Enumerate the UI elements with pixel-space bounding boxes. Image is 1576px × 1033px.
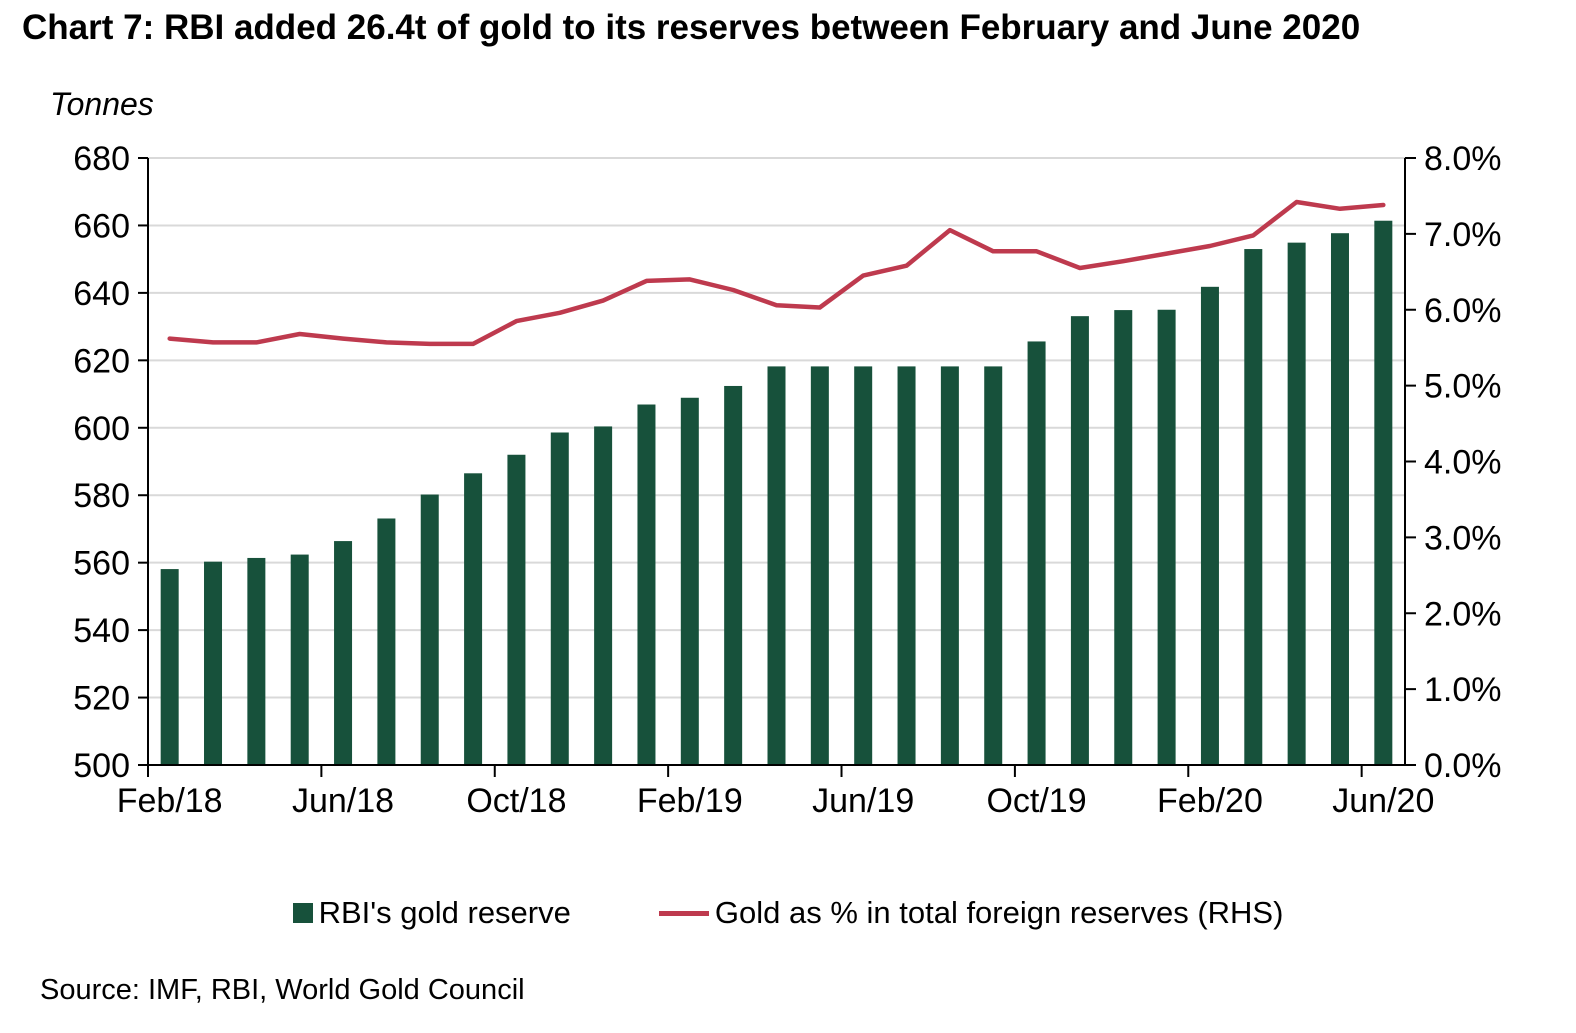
gold-reserve-bar bbox=[1374, 220, 1393, 765]
gold-percent-line bbox=[167, 199, 1386, 347]
gold-reserve-bar bbox=[377, 518, 396, 765]
y-left-tick-label: 640 bbox=[73, 275, 130, 313]
gold-reserve-bar bbox=[637, 404, 656, 765]
gold-reserve-bar bbox=[1070, 316, 1089, 765]
gold-reserve-bar bbox=[1157, 309, 1176, 765]
gold-reserve-bar bbox=[1200, 286, 1219, 765]
chart-title: Chart 7: RBI added 26.4t of gold to its … bbox=[22, 8, 1361, 47]
gold-reserve-bar bbox=[854, 366, 873, 765]
gold-reserve-bar bbox=[550, 432, 569, 765]
gold-reserve-bar bbox=[1287, 242, 1306, 766]
y-right-tick-label: 2.0% bbox=[1424, 595, 1502, 633]
gold-reserve-bar bbox=[160, 569, 179, 765]
legend-label-gold-percent: Gold as % in total foreign reserves (RHS… bbox=[714, 895, 1284, 930]
source-attribution: Source: IMF, RBI, World Gold Council bbox=[40, 974, 525, 1006]
x-tick-label: Oct/19 bbox=[986, 782, 1086, 820]
legend-item-gold-reserve: RBI's gold reserve bbox=[292, 895, 571, 931]
gold-reserve-bar bbox=[897, 366, 916, 765]
gold-reserve-bar bbox=[464, 473, 483, 765]
gold-reserve-bar bbox=[204, 561, 223, 765]
x-tick-label: Jun/19 bbox=[812, 782, 914, 820]
y-right-tick-label: 5.0% bbox=[1424, 368, 1502, 406]
line-series-swatch-icon bbox=[658, 910, 709, 916]
gold-reserve-bar bbox=[680, 397, 699, 765]
y-right-tick-label: 3.0% bbox=[1424, 519, 1502, 557]
gold-reserve-bar bbox=[940, 366, 959, 765]
y-right-tick-label: 1.0% bbox=[1424, 671, 1502, 709]
x-tick-label: Oct/18 bbox=[466, 782, 566, 820]
gold-reserve-bar bbox=[724, 385, 743, 765]
y-right-tick-label: 0.0% bbox=[1424, 747, 1502, 785]
y-right-tick-label: 4.0% bbox=[1424, 444, 1502, 482]
gold-reserve-bar bbox=[984, 366, 1003, 765]
y-right-tick-label: 8.0% bbox=[1424, 140, 1502, 178]
y-left-tick-label: 560 bbox=[73, 545, 130, 583]
y-left-tick-label: 540 bbox=[73, 612, 130, 650]
gold-reserve-bar bbox=[507, 454, 526, 765]
y-left-tick-label: 580 bbox=[73, 477, 130, 515]
gold-reserve-bar bbox=[290, 554, 309, 765]
y-left-tick-label: 520 bbox=[73, 680, 130, 718]
legend-item-gold-percent: Gold as % in total foreign reserves (RHS… bbox=[658, 895, 1284, 931]
x-tick-label: Feb/20 bbox=[1157, 782, 1263, 820]
y-left-tick-label: 600 bbox=[73, 410, 130, 448]
y-left-tick-label: 660 bbox=[73, 207, 130, 245]
x-tick-label: Feb/18 bbox=[117, 782, 223, 820]
legend-label-gold-reserve: RBI's gold reserve bbox=[318, 895, 571, 930]
gold-reserve-bar bbox=[247, 557, 266, 765]
x-tick-label: Jun/18 bbox=[292, 782, 394, 820]
y-left-tick-label: 620 bbox=[73, 342, 130, 380]
y-right-tick-label: 7.0% bbox=[1424, 216, 1502, 254]
x-tick-label: Feb/19 bbox=[637, 782, 743, 820]
chart-legend: RBI's gold reserve Gold as % in total fo… bbox=[0, 895, 1576, 931]
gold-reserve-bar bbox=[1114, 310, 1133, 765]
gold-reserve-bar bbox=[767, 366, 786, 765]
gold-reserve-bar bbox=[1244, 249, 1263, 766]
x-tick-label: Jun/20 bbox=[1332, 782, 1434, 820]
bar-series-swatch-icon bbox=[292, 903, 313, 923]
gold-reserve-bar bbox=[1027, 341, 1046, 765]
y-left-tick-label: 680 bbox=[73, 140, 130, 178]
gold-reserve-bar bbox=[334, 541, 353, 765]
left-axis-units-label: Tonnes bbox=[50, 86, 154, 122]
gold-reserve-bar bbox=[420, 494, 439, 765]
gold-reserve-bar bbox=[1330, 233, 1349, 765]
gold-reserve-bar bbox=[810, 366, 829, 765]
y-right-tick-label: 6.0% bbox=[1424, 292, 1502, 330]
gold-reserve-bar bbox=[594, 426, 613, 765]
y-left-tick-label: 500 bbox=[73, 747, 130, 785]
